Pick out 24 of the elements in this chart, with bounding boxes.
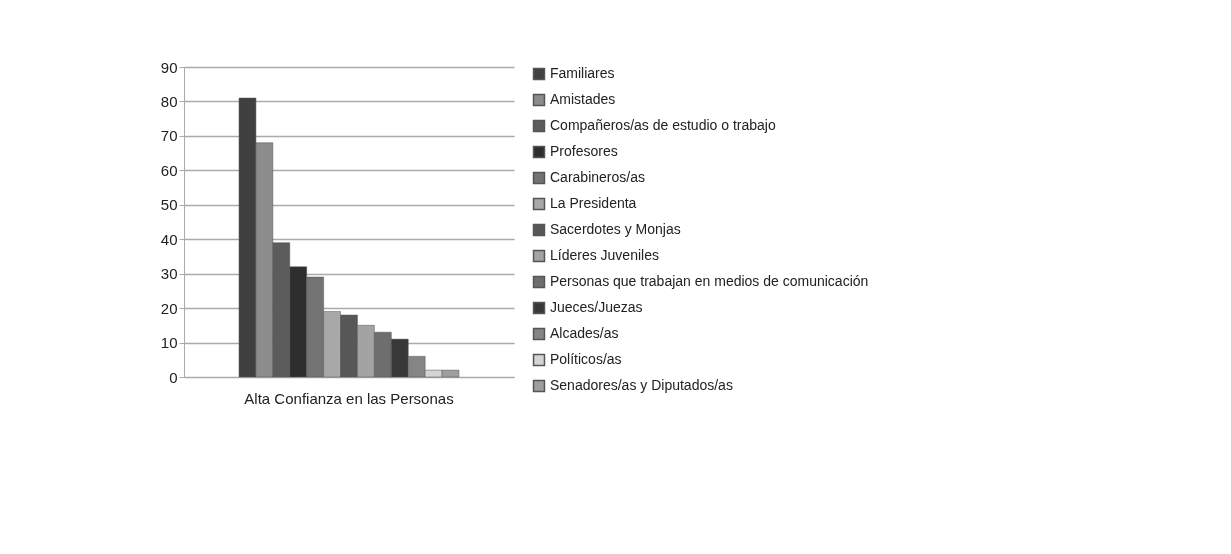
legend-label: Sacerdotes y Monjas: [550, 221, 681, 237]
legend-label: Carabineros/as: [550, 169, 645, 185]
y-tick-label: 20: [160, 299, 178, 317]
legend-label: Familiares: [550, 65, 615, 81]
y-tick-label: 30: [160, 265, 178, 283]
y-tick-label: 10: [160, 334, 178, 352]
legend-label: Alcades/as: [550, 325, 619, 341]
y-tick-label: 70: [160, 127, 178, 145]
legend-label: Personas que trabajan en medios de comunicación: [550, 273, 869, 289]
y-tick-label: 60: [160, 161, 178, 179]
y-tick-label: 80: [160, 92, 178, 110]
legend-label: Amistades: [550, 91, 616, 107]
legend-label: Senadores/as y Diputados/as: [550, 377, 733, 393]
legend-label: Profesores: [550, 143, 618, 159]
y-tick-label: 90: [160, 58, 178, 76]
legend-label: Políticos/as: [550, 351, 622, 367]
legend-label: La Presidenta: [550, 195, 637, 211]
legend-label: Compañeros/as de estudio o trabajo: [550, 117, 776, 133]
y-tick-label: 40: [160, 230, 178, 248]
y-tick-label: 0: [169, 368, 178, 386]
legend-label: Jueces/Juezas: [550, 299, 643, 315]
legend-label: Líderes Juveniles: [550, 247, 659, 263]
x-tick-label: Alta Confianza en las Personas: [244, 389, 454, 407]
y-tick-label: 50: [160, 196, 178, 214]
